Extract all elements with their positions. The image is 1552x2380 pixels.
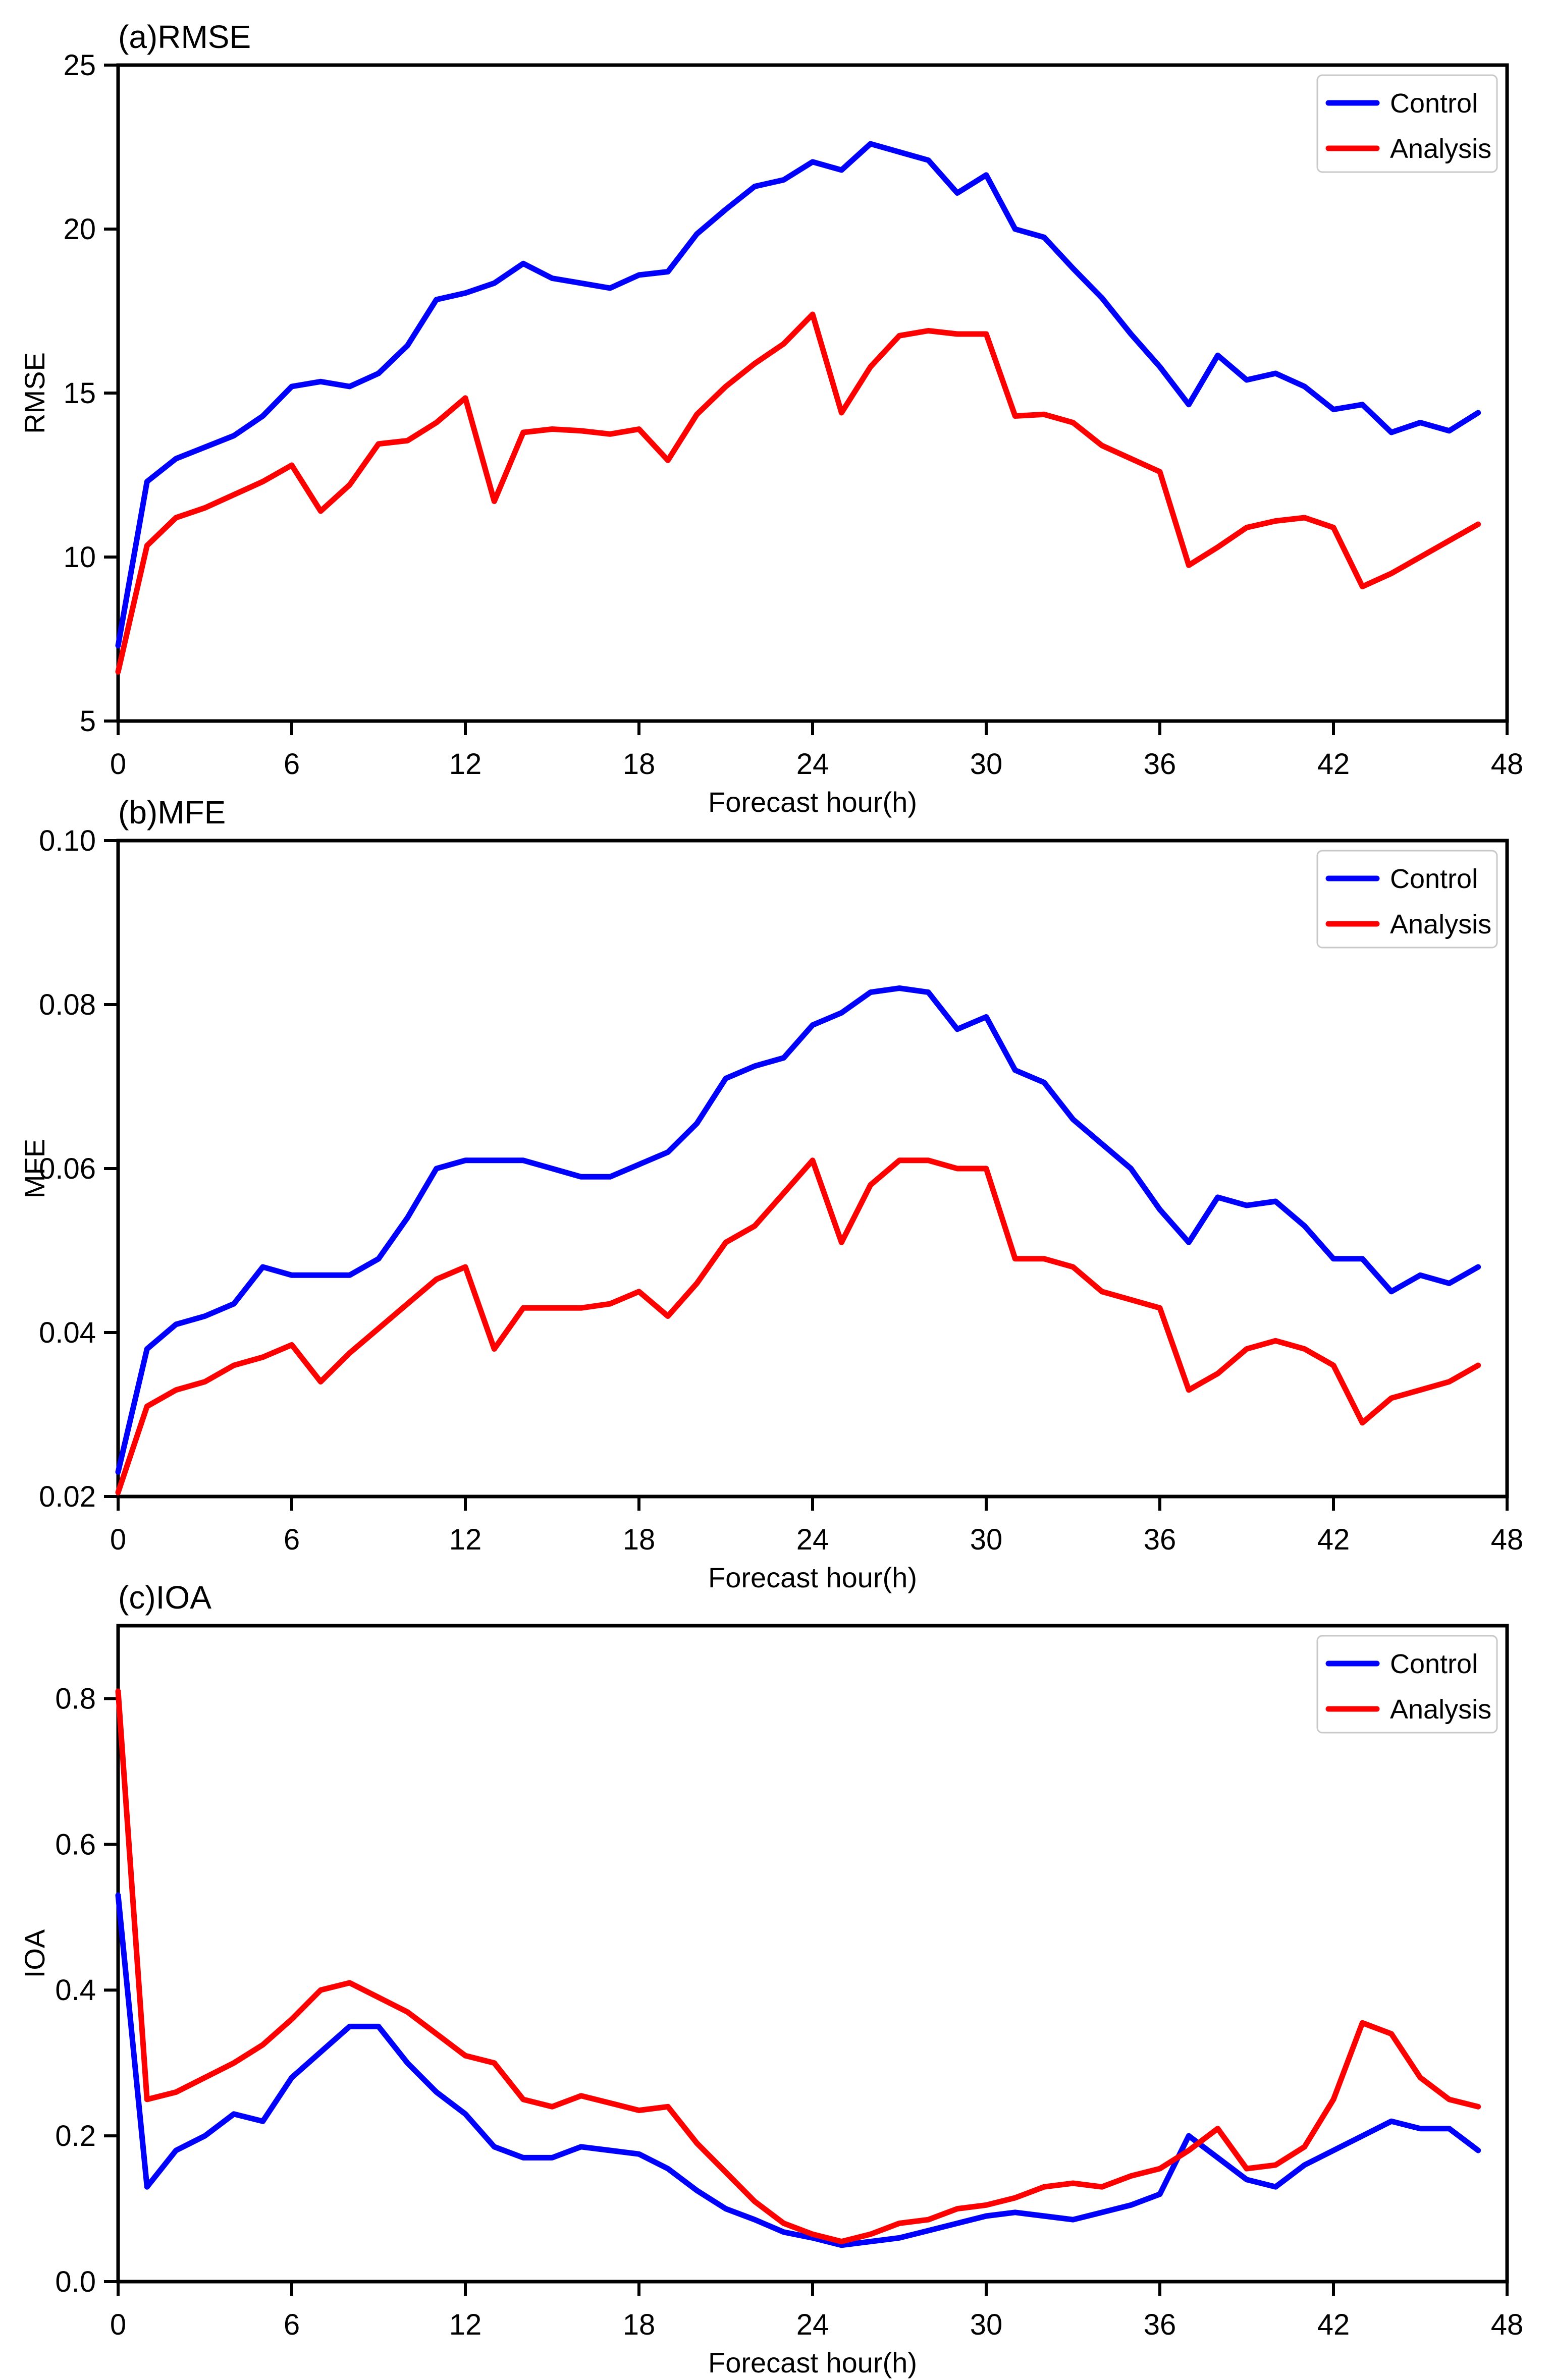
panel-title: (a)RMSE [118,19,251,55]
x-tick-label: 48 [1491,2308,1524,2341]
y-axis-label: IOA [19,1929,50,1978]
series-line-control [115,141,1481,648]
series-line-control [115,985,1481,1475]
y-tick-label: 0.8 [55,1682,96,1715]
x-tick-label: 24 [796,748,829,781]
y-tick-label: 0.6 [55,1828,96,1861]
chart-panel-a: (a)RMSE 0 6 12 18 24 30 36 42 48 5 10 15 20 25 Forecast… [19,19,1523,818]
series-line-analysis [115,1157,1481,1496]
y-tick-label: 10 [63,541,96,574]
legend-label-control: Control [1390,1649,1478,1679]
panel-title: (b)MFE [118,794,226,831]
x-tick-label: 0 [110,2308,126,2341]
x-tick-label: 12 [449,1523,482,1556]
x-tick-label: 48 [1491,1523,1524,1556]
x-tick-label: 18 [623,1523,656,1556]
legend: Control Analysis [1316,74,1498,173]
legend: Control Analysis [1316,1635,1498,1734]
y-tick-label: 5 [80,705,96,738]
x-tick-label: 36 [1144,748,1176,781]
x-tick-label: 24 [796,1523,829,1556]
x-tick-label: 42 [1317,1523,1350,1556]
x-tick-label: 42 [1317,748,1350,781]
y-tick-label: 0.04 [39,1316,96,1349]
y-tick-label: 25 [63,49,96,82]
series-line-control [115,1892,1481,2248]
x-axis-label: Forecast hour(h) [708,786,917,818]
legend-label-analysis: Analysis [1390,134,1491,164]
legend-label-analysis: Analysis [1390,1694,1491,1725]
panel-title: (c)IOA [118,1579,211,1616]
y-axis-label: RMSE [19,352,50,434]
x-tick-label: 6 [284,1523,300,1556]
x-tick-label: 42 [1317,2308,1350,2341]
legend-label-control: Control [1390,864,1478,894]
chart-panel-c: (c)IOA 0 6 12 18 24 30 36 42 48 0.0 0.2 0.4 0.6 0.8 For… [19,1579,1523,2378]
x-axis-label: Forecast hour(h) [708,1562,917,1593]
x-tick-label: 18 [623,748,656,781]
x-tick-label: 30 [970,1523,1003,1556]
series-line-analysis [115,1688,1481,2245]
x-tick-label: 12 [449,2308,482,2341]
legend-label-analysis: Analysis [1390,909,1491,939]
plot-box [116,1624,1509,2284]
x-axis-label: Forecast hour(h) [708,2347,917,2378]
x-tick-label: 6 [284,2308,300,2341]
y-tick-label: 0.4 [55,1974,96,2007]
y-tick-label: 20 [63,213,96,246]
y-axis-label: MFE [19,1139,50,1198]
y-tick-label: 0.2 [55,2120,96,2152]
x-tick-label: 30 [970,2308,1003,2341]
legend-label-control: Control [1390,88,1478,119]
x-tick-label: 48 [1491,748,1524,781]
legend: Control Analysis [1316,850,1498,949]
chart-panel-b: (b)MFE 0 6 12 18 24 30 36 42 48 0.02 0.04 0.06 0.08 0.… [19,794,1523,1593]
y-tick-label: 0.06 [39,1152,96,1185]
y-tick-label: 0.02 [39,1480,96,1513]
x-tick-label: 0 [110,748,126,781]
series-line-analysis [115,311,1481,675]
x-tick-label: 36 [1144,1523,1176,1556]
x-tick-label: 12 [449,748,482,781]
y-tick-label: 0.10 [39,824,96,857]
x-tick-label: 18 [623,2308,656,2341]
x-tick-label: 0 [110,1523,126,1556]
y-tick-label: 15 [63,377,96,410]
x-tick-label: 24 [796,2308,829,2341]
x-tick-label: 36 [1144,2308,1176,2341]
y-tick-label: 0.08 [39,988,96,1021]
x-tick-label: 30 [970,748,1003,781]
y-tick-label: 0.0 [55,2265,96,2298]
x-tick-label: 6 [284,748,300,781]
